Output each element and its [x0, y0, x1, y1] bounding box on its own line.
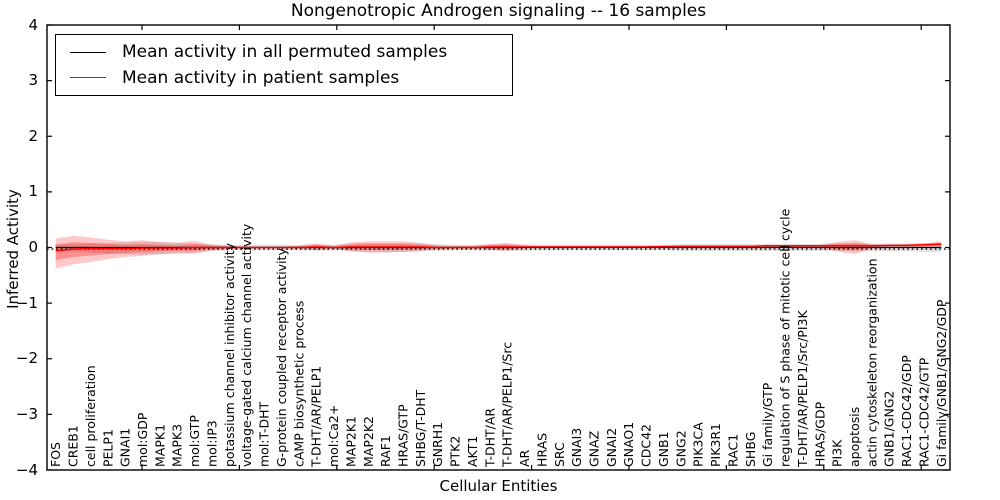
plot-frame [46, 24, 951, 471]
x-tick-label: GNAI3 [569, 428, 584, 467]
x-tick-label: apoptosis [847, 407, 862, 467]
legend: Mean activity in all permuted samples Me… [55, 34, 513, 96]
permuted-std-band [55, 241, 942, 255]
patient-std-band-outer [55, 235, 942, 269]
x-tick-label: RAC1 [725, 434, 740, 467]
x-tick-label: FOS [48, 442, 63, 467]
x-tick-label: CDC42 [639, 424, 654, 467]
legend-label-permuted: Mean activity in all permuted samples [122, 42, 448, 63]
y-tick-label: −1 [15, 293, 38, 312]
x-tick-label: PELP1 [100, 429, 115, 467]
x-tick-label: Gi family/GTP [760, 382, 775, 467]
x-tick-label: GNB1/GNG2 [882, 391, 897, 467]
x-tick-label: G-protein coupled receptor activity [274, 248, 289, 467]
x-tick-label: RAF1 [378, 435, 393, 467]
legend-entry-permuted: Mean activity in all permuted samples [56, 42, 512, 62]
x-tick-label: GNAZ [587, 431, 602, 467]
x-tick-label: PIK3R1 [708, 423, 723, 467]
legend-label-patient: Mean activity in patient samples [122, 67, 400, 88]
x-tick-label: regulation of S phase of mitotic cell cy… [778, 208, 793, 467]
x-tick-label: T-DHT/AR/PELP1/Src/PI3K [795, 310, 810, 468]
x-tick-label: T-DHT/AR [482, 408, 497, 468]
x-tick-label: RAC1-CDC42/GTP [916, 357, 931, 467]
x-tick-label: HRAS/GDP [812, 401, 827, 467]
x-tick-label: T-DHT/AR/PELP1 [309, 366, 324, 468]
y-tick-label: −3 [15, 404, 38, 423]
x-tick-label: GNRH1 [430, 422, 445, 467]
x-tick-label: Gi family/GNB1/GNG2/GDP [934, 299, 949, 467]
x-tick-label: SHBG/T-DHT [413, 389, 428, 467]
x-tick-label: HRAS/GTP [395, 404, 410, 467]
x-tick-label: HRAS [534, 433, 549, 467]
x-tick-label: cAMP biosynthetic process [291, 301, 306, 467]
x-tick-label: CREB1 [66, 425, 81, 467]
x-tick-label: mol:Ca2+ [326, 405, 341, 467]
x-tick-label: GNAI1 [118, 428, 133, 467]
x-tick-label: potassium channel inhibitor activity [222, 242, 237, 467]
x-tick-label: GNAO1 [621, 422, 636, 467]
x-tick-label: mol:GTP [187, 415, 202, 467]
x-tick-label: T-DHT/AR/PELP1/Src [500, 342, 515, 468]
patient-line-swatch [70, 77, 106, 79]
y-tick-label: 2 [28, 126, 38, 145]
x-tick-label: RAC1-CDC42/GDP [899, 355, 914, 467]
x-tick-label: GNAI2 [604, 428, 619, 467]
x-tick-label: SRC [552, 442, 567, 467]
chart-title: Nongenotropic Androgen signaling -- 16 s… [290, 1, 707, 21]
patient-mean-line [55, 243, 942, 252]
y-tick-label: −2 [15, 349, 38, 368]
x-tick-label: AKT1 [465, 436, 480, 467]
x-tick-label: PI3K [830, 439, 845, 467]
permuted-line-swatch [70, 51, 106, 53]
x-tick-label: mol:GDP [135, 412, 150, 467]
legend-entry-patient: Mean activity in patient samples [56, 68, 512, 88]
x-tick-label: cell proliferation [83, 365, 98, 467]
x-tick-label: mol:IP3 [204, 420, 219, 467]
x-tick-label: MAP2K1 [343, 416, 358, 467]
x-tick-label: GNB1 [656, 431, 671, 467]
x-tick-label: MAP2K2 [361, 416, 376, 467]
y-tick-label: 3 [28, 71, 38, 90]
x-tick-label: MAPK1 [152, 424, 167, 467]
x-tick-label: AR [517, 449, 532, 467]
y-tick-label: −4 [15, 460, 38, 479]
x-tick-label: actin cytoskeleton reorganization [864, 258, 879, 467]
y-tick-label: 0 [28, 238, 38, 256]
y-tick-label: 1 [28, 182, 38, 201]
x-tick-label: GNG2 [673, 430, 688, 467]
x-axis-label: Cellular Entities [439, 477, 558, 495]
x-tick-label: SHBG [743, 432, 758, 467]
x-tick-label: PIK3CA [691, 422, 706, 467]
x-tick-label: MAPK3 [170, 424, 185, 467]
x-tick-label: mol:T-DHT [257, 401, 272, 467]
x-tick-label: voltage-gated calcium channel activity [239, 223, 254, 467]
y-tick-label: 4 [28, 15, 38, 34]
x-tick-label: PTK2 [448, 436, 463, 467]
